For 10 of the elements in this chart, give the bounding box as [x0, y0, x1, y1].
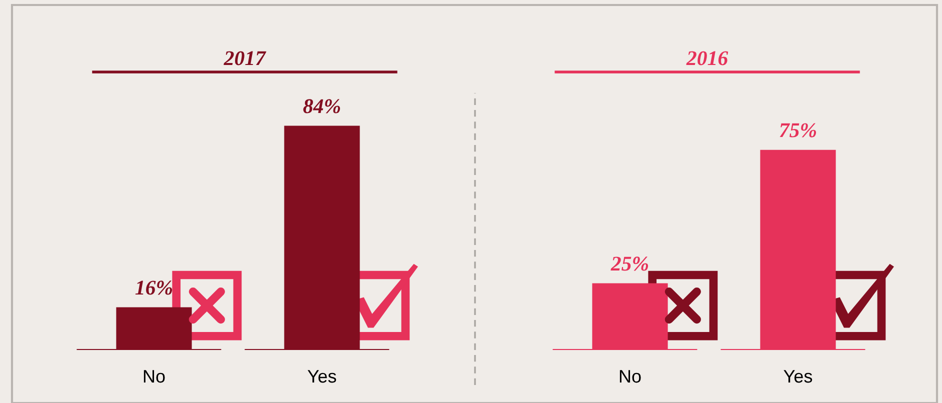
- x-tick-label: No: [144, 370, 165, 383]
- data-label: 16%: [135, 280, 172, 295]
- x-tick-label: Yes: [784, 370, 812, 383]
- data-label: 75%: [780, 123, 816, 138]
- data-label: 25%: [610, 256, 648, 271]
- chart-title: 2017: [224, 51, 266, 66]
- chart-title: 2016: [686, 51, 728, 66]
- x-tick-label: Yes: [308, 370, 336, 383]
- data-label: 84%: [303, 99, 340, 114]
- x-tick-label: No: [620, 370, 641, 383]
